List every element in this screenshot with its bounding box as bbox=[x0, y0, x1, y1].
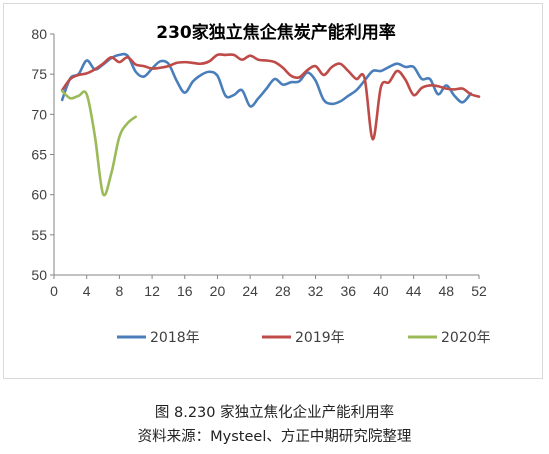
series-line-2 bbox=[60, 53, 481, 141]
chart-title: 230家独立焦企焦炭产能利用率 bbox=[156, 22, 396, 43]
legend-label: 2020年 bbox=[441, 330, 491, 346]
chart-frame: 230家独立焦企焦炭产能利用率 50 55 60 65 70 75 80 0 4 8 12 16 20 2… bbox=[3, 3, 543, 379]
legend-label: 2019年 bbox=[295, 330, 345, 346]
x-tick-label: 16 bbox=[177, 283, 193, 299]
x-tick-label: 28 bbox=[275, 283, 291, 299]
y-tick-label: 65 bbox=[31, 147, 47, 163]
legend-label: 2018年 bbox=[150, 330, 200, 346]
x-tick-label: 24 bbox=[242, 283, 258, 299]
y-tick-label: 60 bbox=[31, 187, 47, 203]
x-tick-label: 8 bbox=[115, 283, 123, 299]
series-line-1 bbox=[60, 52, 473, 108]
x-tick-label: 12 bbox=[144, 283, 160, 299]
y-tick-label: 70 bbox=[31, 106, 47, 122]
y-tick-label: 55 bbox=[31, 227, 47, 243]
x-tick-label: 0 bbox=[50, 283, 58, 299]
x-tick-label: 36 bbox=[340, 283, 356, 299]
x-tick-label: 40 bbox=[373, 283, 389, 299]
x-tick-label: 52 bbox=[471, 283, 487, 299]
y-tick-label: 80 bbox=[31, 26, 47, 42]
x-tick-label: 48 bbox=[439, 283, 455, 299]
x-tick-label: 32 bbox=[308, 283, 324, 299]
y-tick-label: 50 bbox=[31, 267, 47, 283]
x-tick-label: 44 bbox=[406, 283, 422, 299]
source-caption: 资料来源：Mysteel、方正中期研究院整理 bbox=[137, 429, 412, 445]
x-tick-label: 20 bbox=[210, 283, 226, 299]
x-tick-label: 4 bbox=[83, 283, 91, 299]
figure-caption: 图 8.230 家独立焦化企业产能利用率 bbox=[154, 405, 395, 421]
y-tick-label: 75 bbox=[31, 66, 47, 82]
series-line-3 bbox=[60, 89, 138, 197]
